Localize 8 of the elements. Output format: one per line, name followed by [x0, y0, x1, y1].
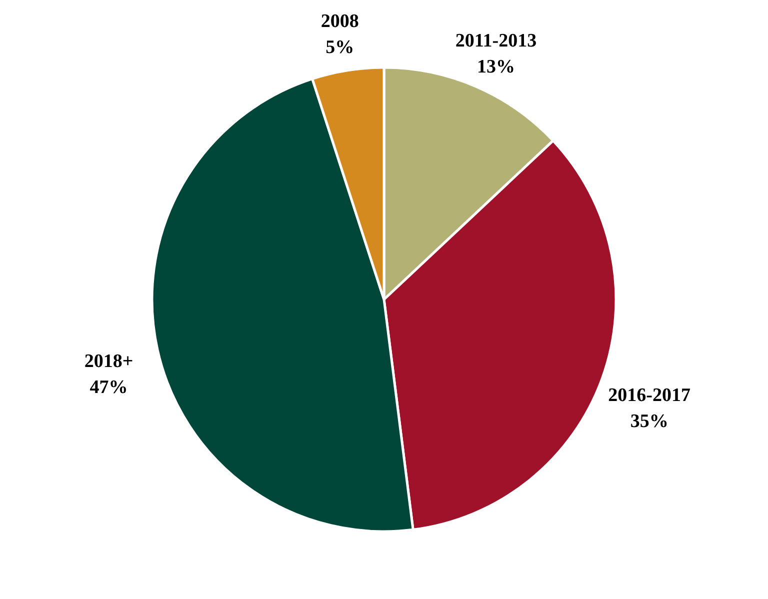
data-label: 13% [476, 56, 515, 78]
slice-label: 2016-2017 [608, 385, 691, 406]
slice-label: 2008 [320, 10, 359, 32]
slice-label: 2011-2013 [455, 30, 537, 52]
data-label: 35% [630, 411, 668, 432]
slice-label: 2018+ [84, 351, 134, 372]
data-label: 47% [90, 377, 128, 398]
data-label: 5% [326, 36, 354, 58]
